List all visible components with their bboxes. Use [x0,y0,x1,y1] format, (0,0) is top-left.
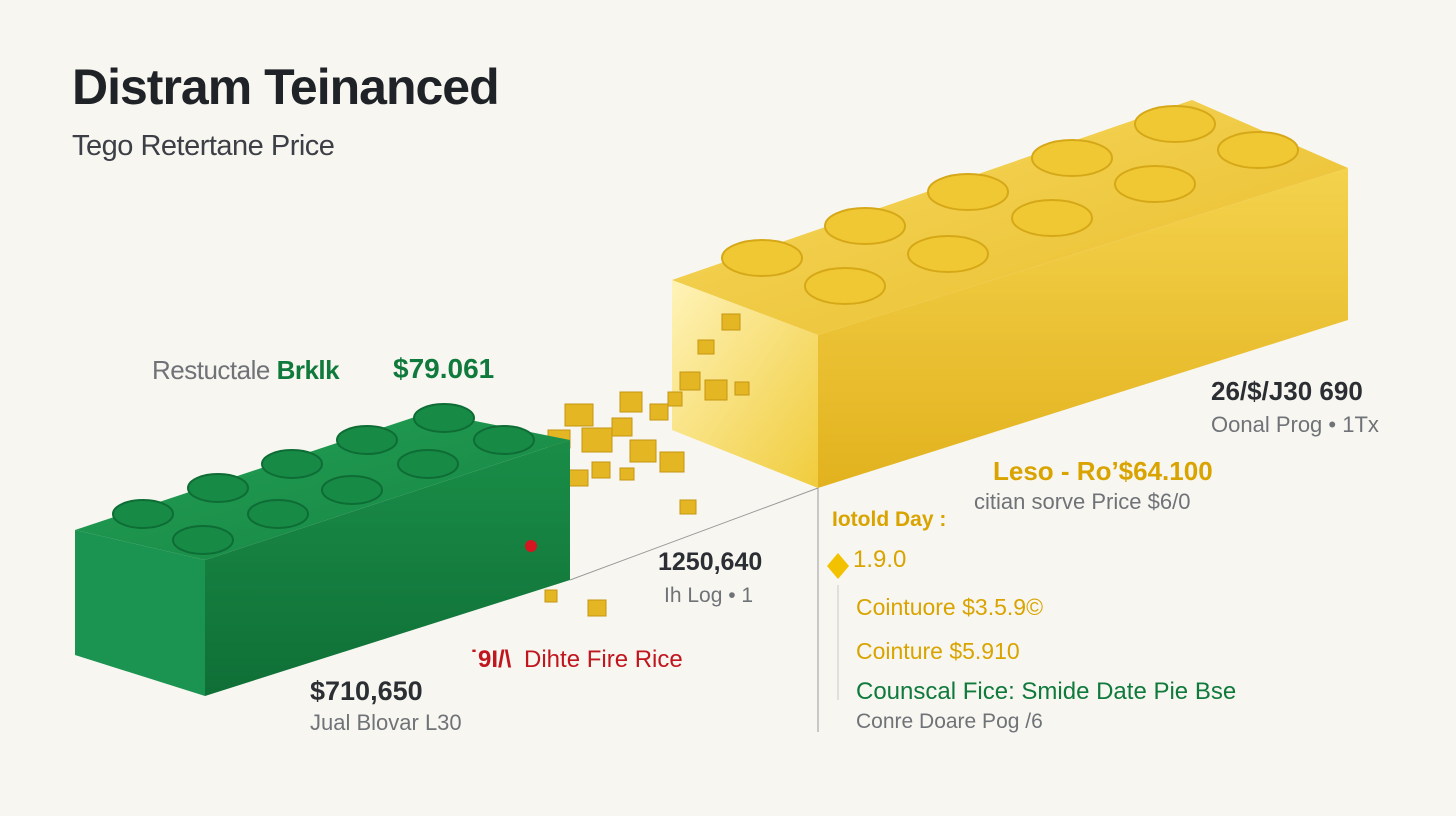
page-subtitle: Tego Retertane Price [72,130,335,162]
green-brick-label: Restuctale Brklk [152,355,340,386]
green-brick-caption: Jual Blovar L30 [310,710,462,735]
gold-brick-price-value: $64.100 [1118,456,1213,486]
green-brick [75,403,570,696]
gold-brick-value: 26/$/J30 690 [1211,376,1363,406]
guide-lines [569,487,839,732]
diamond-marker [827,553,849,579]
center-marker: ˙9I/\ Dihte Fire Rice [470,646,683,674]
timeline-footer-line: Counscal Fice: Smide Date Pie Bse [856,678,1237,705]
gold-brick-price-caption: citian sorve Price $6/0 [974,489,1191,514]
timeline-footer-caption: Conre Doare Pog /6 [856,710,1043,733]
gold-brick-caption: Oonal Prog • 1Tx [1211,412,1379,437]
timeline-item: Cointure $5.910 [856,638,1020,664]
timeline-marker-value: 1.9.0 [853,546,907,573]
gold-brick [672,100,1348,488]
timeline-heading: Iotold Day : [832,508,947,531]
center-caption: Ih Log • 1 [664,584,754,607]
page-title: Distram Teinanced [72,59,500,115]
gold-brick-price-prefix: Leso - Ro’ [993,456,1119,486]
green-brick-value: $710,650 [310,676,423,706]
center-marker-label: Dihte Fire Rice [524,646,683,673]
green-brick-label-name: Brklk [276,355,340,385]
gold-brick-price-line: Leso - Ro’$64.100 [993,456,1213,487]
center-value: 1250,640 [658,548,763,576]
center-marker-value: ˙9I/\ [470,646,512,673]
red-dot-marker [525,540,537,552]
timeline-item: Cointuore $3.5.9© [856,594,1044,620]
green-brick-label-prefix: Restuctale [152,355,270,385]
green-brick-price: $79.061 [393,353,495,384]
